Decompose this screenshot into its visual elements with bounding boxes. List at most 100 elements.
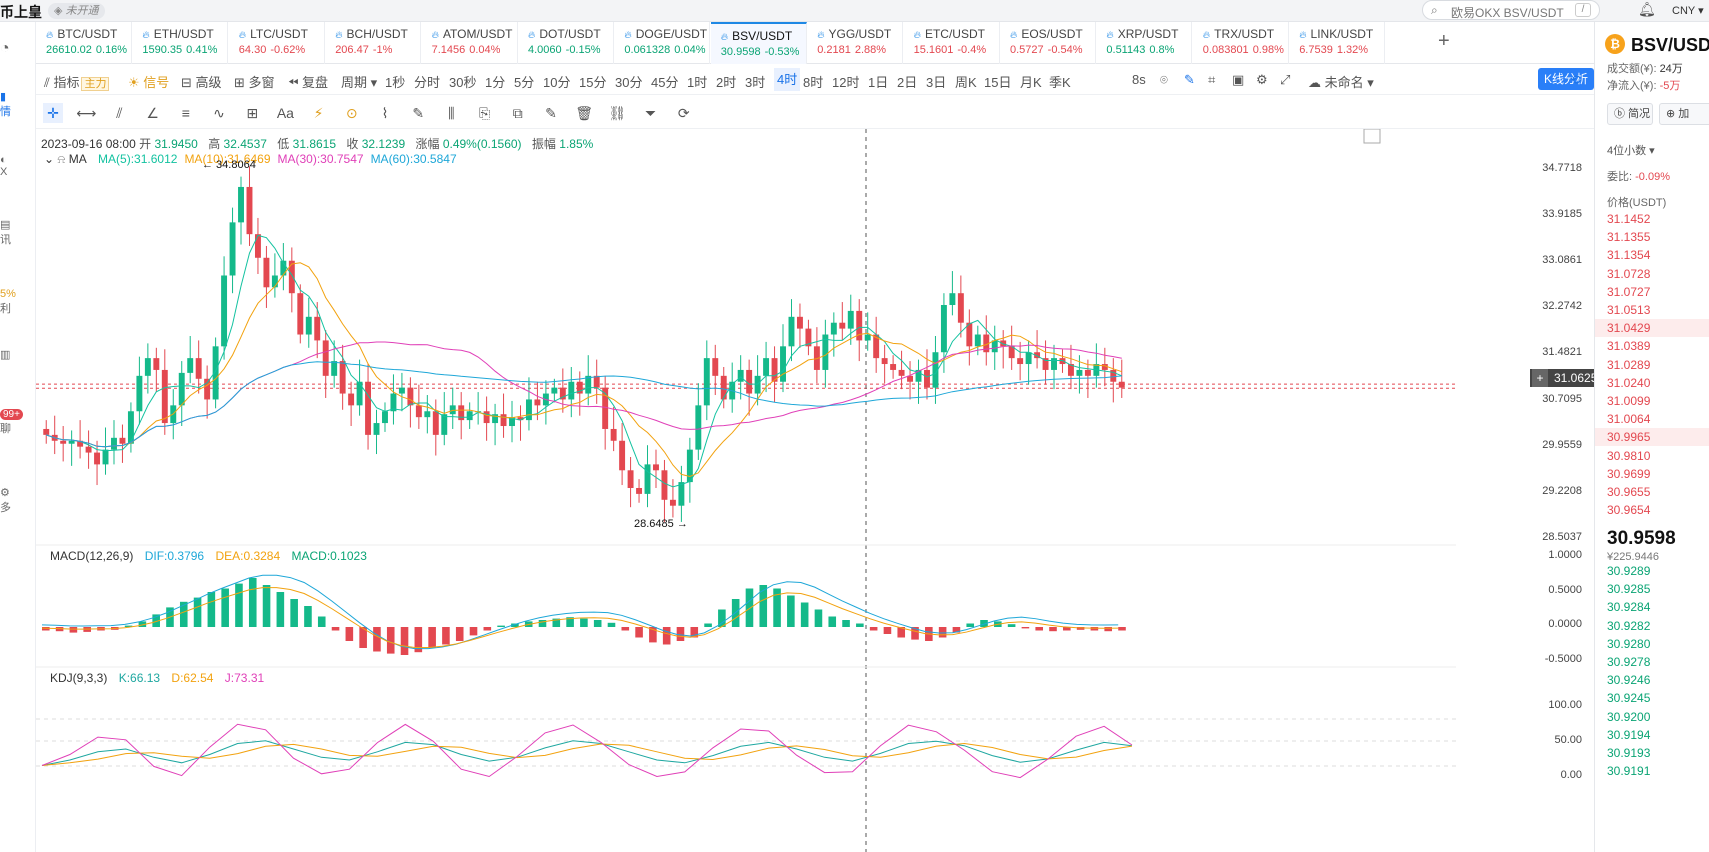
ticker-tab-bch[interactable]: 🔥︎ BCH/USDT 206.47 -1%	[325, 22, 422, 64]
ticker-tab-etc[interactable]: 🔥︎ ETC/USDT 15.1601 -0.4%	[904, 22, 1000, 64]
period-select[interactable]: 周期 ▾	[341, 75, 378, 90]
edit-icon[interactable]: ✎	[545, 105, 557, 121]
rail-item-more[interactable]: ⚙ 多	[0, 487, 11, 514]
period-1[interactable]: 分时	[414, 75, 441, 90]
orderbook-ask-row[interactable]: 31.0513	[1607, 303, 1651, 317]
orderbook-bid-row[interactable]: 30.9285	[1607, 582, 1651, 597]
multi-window-button[interactable]: ⊞ 多窗	[234, 75, 275, 90]
orderbook-bid-row[interactable]: 30.9193	[1607, 746, 1651, 760]
brand-logo[interactable]: 币上皇	[0, 4, 42, 20]
chart-canvas[interactable]	[36, 129, 1594, 852]
k-analysis-button[interactable]: K线分析	[1538, 68, 1594, 90]
period-10[interactable]: 2时	[716, 75, 737, 90]
period-2[interactable]: 30秒	[449, 75, 477, 90]
trash-icon[interactable]: 🗑︎	[575, 105, 594, 121]
settings-icon[interactable]: ⚙	[1256, 72, 1268, 87]
link-icon[interactable]: ⛓	[608, 105, 627, 121]
period-14[interactable]: 12时	[832, 75, 860, 90]
orderbook-bid-row[interactable]: 30.9282	[1607, 618, 1651, 633]
add-alert-icon[interactable]: +	[1532, 369, 1548, 387]
overview-button[interactable]: ⓑ 简况	[1607, 103, 1653, 125]
rail-item-chart[interactable]: ▥	[0, 349, 11, 361]
kdj-label[interactable]: KDJ(9,3,3)	[50, 671, 108, 685]
period-8[interactable]: 45分	[651, 75, 679, 90]
ticker-tab-btc[interactable]: 🔥︎ BTC/USDT 26610.02 0.16%	[36, 22, 132, 64]
parallel-channel-icon[interactable]: ⫽	[116, 105, 123, 121]
orderbook-bid-row[interactable]: 30.9245	[1607, 691, 1651, 706]
rail-item-x[interactable]: ◐ X	[0, 154, 8, 178]
horizontal-line-icon[interactable]: ⟷	[76, 105, 97, 121]
ticker-tab-bsv[interactable]: 🔥︎ BSV/USDT 30.9598 -0.53%	[710, 22, 807, 64]
orderbook-ask-row[interactable]: 31.1452	[1607, 212, 1651, 226]
measure-icon[interactable]: ⊞	[246, 105, 259, 121]
orderbook-bid-row[interactable]: 30.9284	[1607, 600, 1651, 615]
fib-icon[interactable]: ≡	[181, 105, 190, 121]
refresh-interval[interactable]: 8s	[1132, 72, 1146, 87]
notification-bell-icon[interactable]: 🔔︎	[1638, 1, 1656, 17]
orderbook-bid-row[interactable]: 30.9289	[1607, 564, 1651, 578]
ticker-tab-link[interactable]: 🔥︎ LINK/USDT 6.7539 1.32%	[1289, 22, 1386, 64]
ticker-tab-xrp[interactable]: 🔥︎ XRP/USDT 0.51143 0.8%	[1096, 22, 1193, 64]
orderbook-bid-row[interactable]: 30.9191	[1607, 764, 1651, 779]
ticker-tab-dot[interactable]: 🔥︎ DOT/USDT 4.0060 -0.15%	[518, 22, 614, 64]
ticker-tab-eos[interactable]: 🔥︎ EOS/USDT 0.5727 -0.54%	[1000, 22, 1096, 64]
crop-icon[interactable]: ⌗	[1208, 72, 1216, 87]
rail-item-news[interactable]: ▤ 讯	[0, 219, 11, 246]
rail-item-market[interactable]: ▮ 情	[0, 91, 11, 118]
orderbook-ask-row[interactable]: 31.0240	[1607, 375, 1651, 390]
ticker-tab-atom[interactable]: 🔥︎ ATOM/USDT 7.1456 0.04%	[422, 22, 518, 64]
magnet-icon[interactable]: ⚡	[313, 105, 324, 121]
ticker-tab-ygg[interactable]: 🔥︎ YGG/USDT 0.2181 2.88%	[807, 22, 904, 64]
pen-icon[interactable]: ✎	[1184, 72, 1195, 87]
orderbook-ask-row[interactable]: 30.9965	[1595, 428, 1709, 447]
orderbook-ask-row[interactable]: 30.9655	[1607, 485, 1651, 499]
period-15[interactable]: 1日	[868, 75, 889, 90]
layout-name-select[interactable]: ☁ 未命名 ▾	[1308, 75, 1374, 90]
currency-select[interactable]: CNY ▾	[1672, 5, 1704, 17]
orderbook-ask-row[interactable]: 30.9654	[1607, 503, 1651, 518]
rail-home-icon[interactable]: ◔	[0, 40, 10, 57]
orderbook-bid-row[interactable]: 30.9280	[1607, 636, 1651, 651]
add-tab-button[interactable]: +	[1438, 30, 1450, 52]
period-16[interactable]: 2日	[897, 75, 918, 90]
period-18[interactable]: 周K	[955, 75, 977, 90]
share-icon[interactable]: ⟲	[1570, 72, 1581, 87]
ticker-tab-doge[interactable]: 🔥︎ DOGE/USDT 0.061328 0.04%	[614, 22, 711, 64]
orderbook-ask-row[interactable]: 31.0389	[1607, 339, 1651, 354]
add-watch-button[interactable]: ⊕ 加	[1659, 103, 1709, 125]
orderbook-ask-row[interactable]: 31.0727	[1607, 284, 1651, 299]
chart-area[interactable]: 2023-09-16 08:00 开 31.9450 高 32.4537 低 3…	[36, 129, 1616, 852]
wave-icon[interactable]: ∿	[213, 105, 225, 121]
orderbook-ask-row[interactable]: 31.0429	[1595, 319, 1709, 338]
period-19[interactable]: 15日	[984, 75, 1012, 90]
clipboard-icon[interactable]: ⎘	[478, 105, 491, 121]
orderbook-bid-row[interactable]: 30.9246	[1607, 673, 1651, 688]
orderbook-ask-row[interactable]: 31.0064	[1607, 412, 1651, 427]
period-4[interactable]: 5分	[514, 75, 535, 90]
account-status-badge[interactable]: ◈ 未开通	[48, 3, 105, 19]
period-13[interactable]: 8时	[803, 75, 824, 90]
period-3[interactable]: 1分	[485, 75, 506, 90]
collapse-chevron-icon[interactable]: ⌄	[44, 152, 55, 166]
rail-item-yield[interactable]: 5% 利	[0, 288, 16, 315]
period-7[interactable]: 30分	[615, 75, 643, 90]
period-21[interactable]: 季K	[1049, 75, 1071, 90]
orderbook-ask-row[interactable]: 31.0289	[1607, 357, 1651, 372]
period-11[interactable]: 3时	[745, 75, 766, 90]
search-input[interactable]: ⌕ 欧易OKX BSV/USDT /	[1422, 0, 1600, 20]
ticker-tab-ltc[interactable]: 🔥︎ LTC/USDT 64.30 -0.62%	[229, 22, 325, 64]
orderbook-ask-row[interactable]: 31.0099	[1607, 394, 1651, 408]
period-0[interactable]: 1秒	[385, 75, 406, 90]
advanced-button[interactable]: ⊟ 高级	[181, 75, 222, 90]
orderbook-ask-row[interactable]: 30.9810	[1607, 448, 1651, 463]
period-20[interactable]: 月K	[1020, 75, 1042, 90]
period-5[interactable]: 10分	[543, 75, 571, 90]
decimal-select[interactable]: 4位小数 ▾	[1607, 145, 1655, 157]
sync-icon[interactable]: ⟳	[677, 105, 690, 121]
period-6[interactable]: 15分	[579, 75, 607, 90]
crosshair-icon[interactable]: ✛	[43, 103, 63, 123]
indicator-button[interactable]: ⫽ 指标 主力	[44, 72, 110, 91]
orderbook-bid-row[interactable]: 30.9278	[1607, 655, 1651, 669]
bar-pattern-icon[interactable]: ⫼	[448, 105, 455, 121]
chart-type-icon[interactable]: ▣	[1232, 72, 1245, 87]
